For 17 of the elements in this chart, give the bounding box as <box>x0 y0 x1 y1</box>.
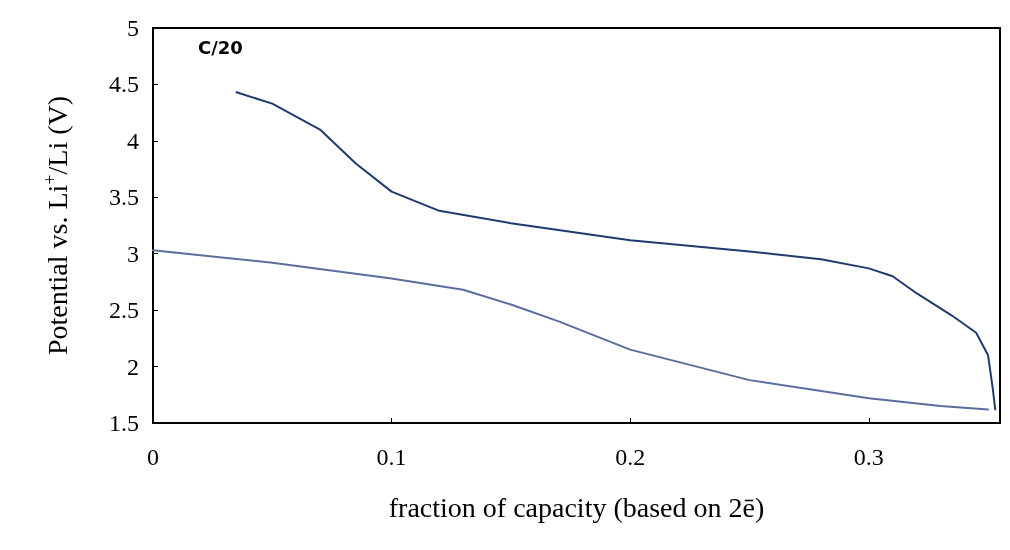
x-tick-label: 0.1 <box>376 444 407 470</box>
line-series <box>235 91 997 411</box>
y-tick-label: 2 <box>127 353 139 380</box>
x-axis-title: fraction of capacity (based on 2ē) <box>388 491 765 523</box>
y-tick-label: 4.5 <box>109 71 139 98</box>
line-series <box>152 249 990 411</box>
y-tick-label: 3 <box>127 240 139 267</box>
x-tick-label: 0.2 <box>615 444 646 470</box>
x-tick-label: 0 <box>147 444 159 470</box>
x-tick-label: 0.3 <box>853 444 884 470</box>
y-tick-label: 4 <box>127 127 139 154</box>
y-tick-label: 2.5 <box>109 297 139 324</box>
y-axis-title: Potential vs. Li+/Li (V) <box>40 95 73 356</box>
y-tick-label: 1.5 <box>109 410 139 436</box>
y-tick-label: 3.5 <box>109 184 139 211</box>
annotation: C/20 <box>198 36 243 58</box>
y-tick-label: 5 <box>127 15 139 41</box>
